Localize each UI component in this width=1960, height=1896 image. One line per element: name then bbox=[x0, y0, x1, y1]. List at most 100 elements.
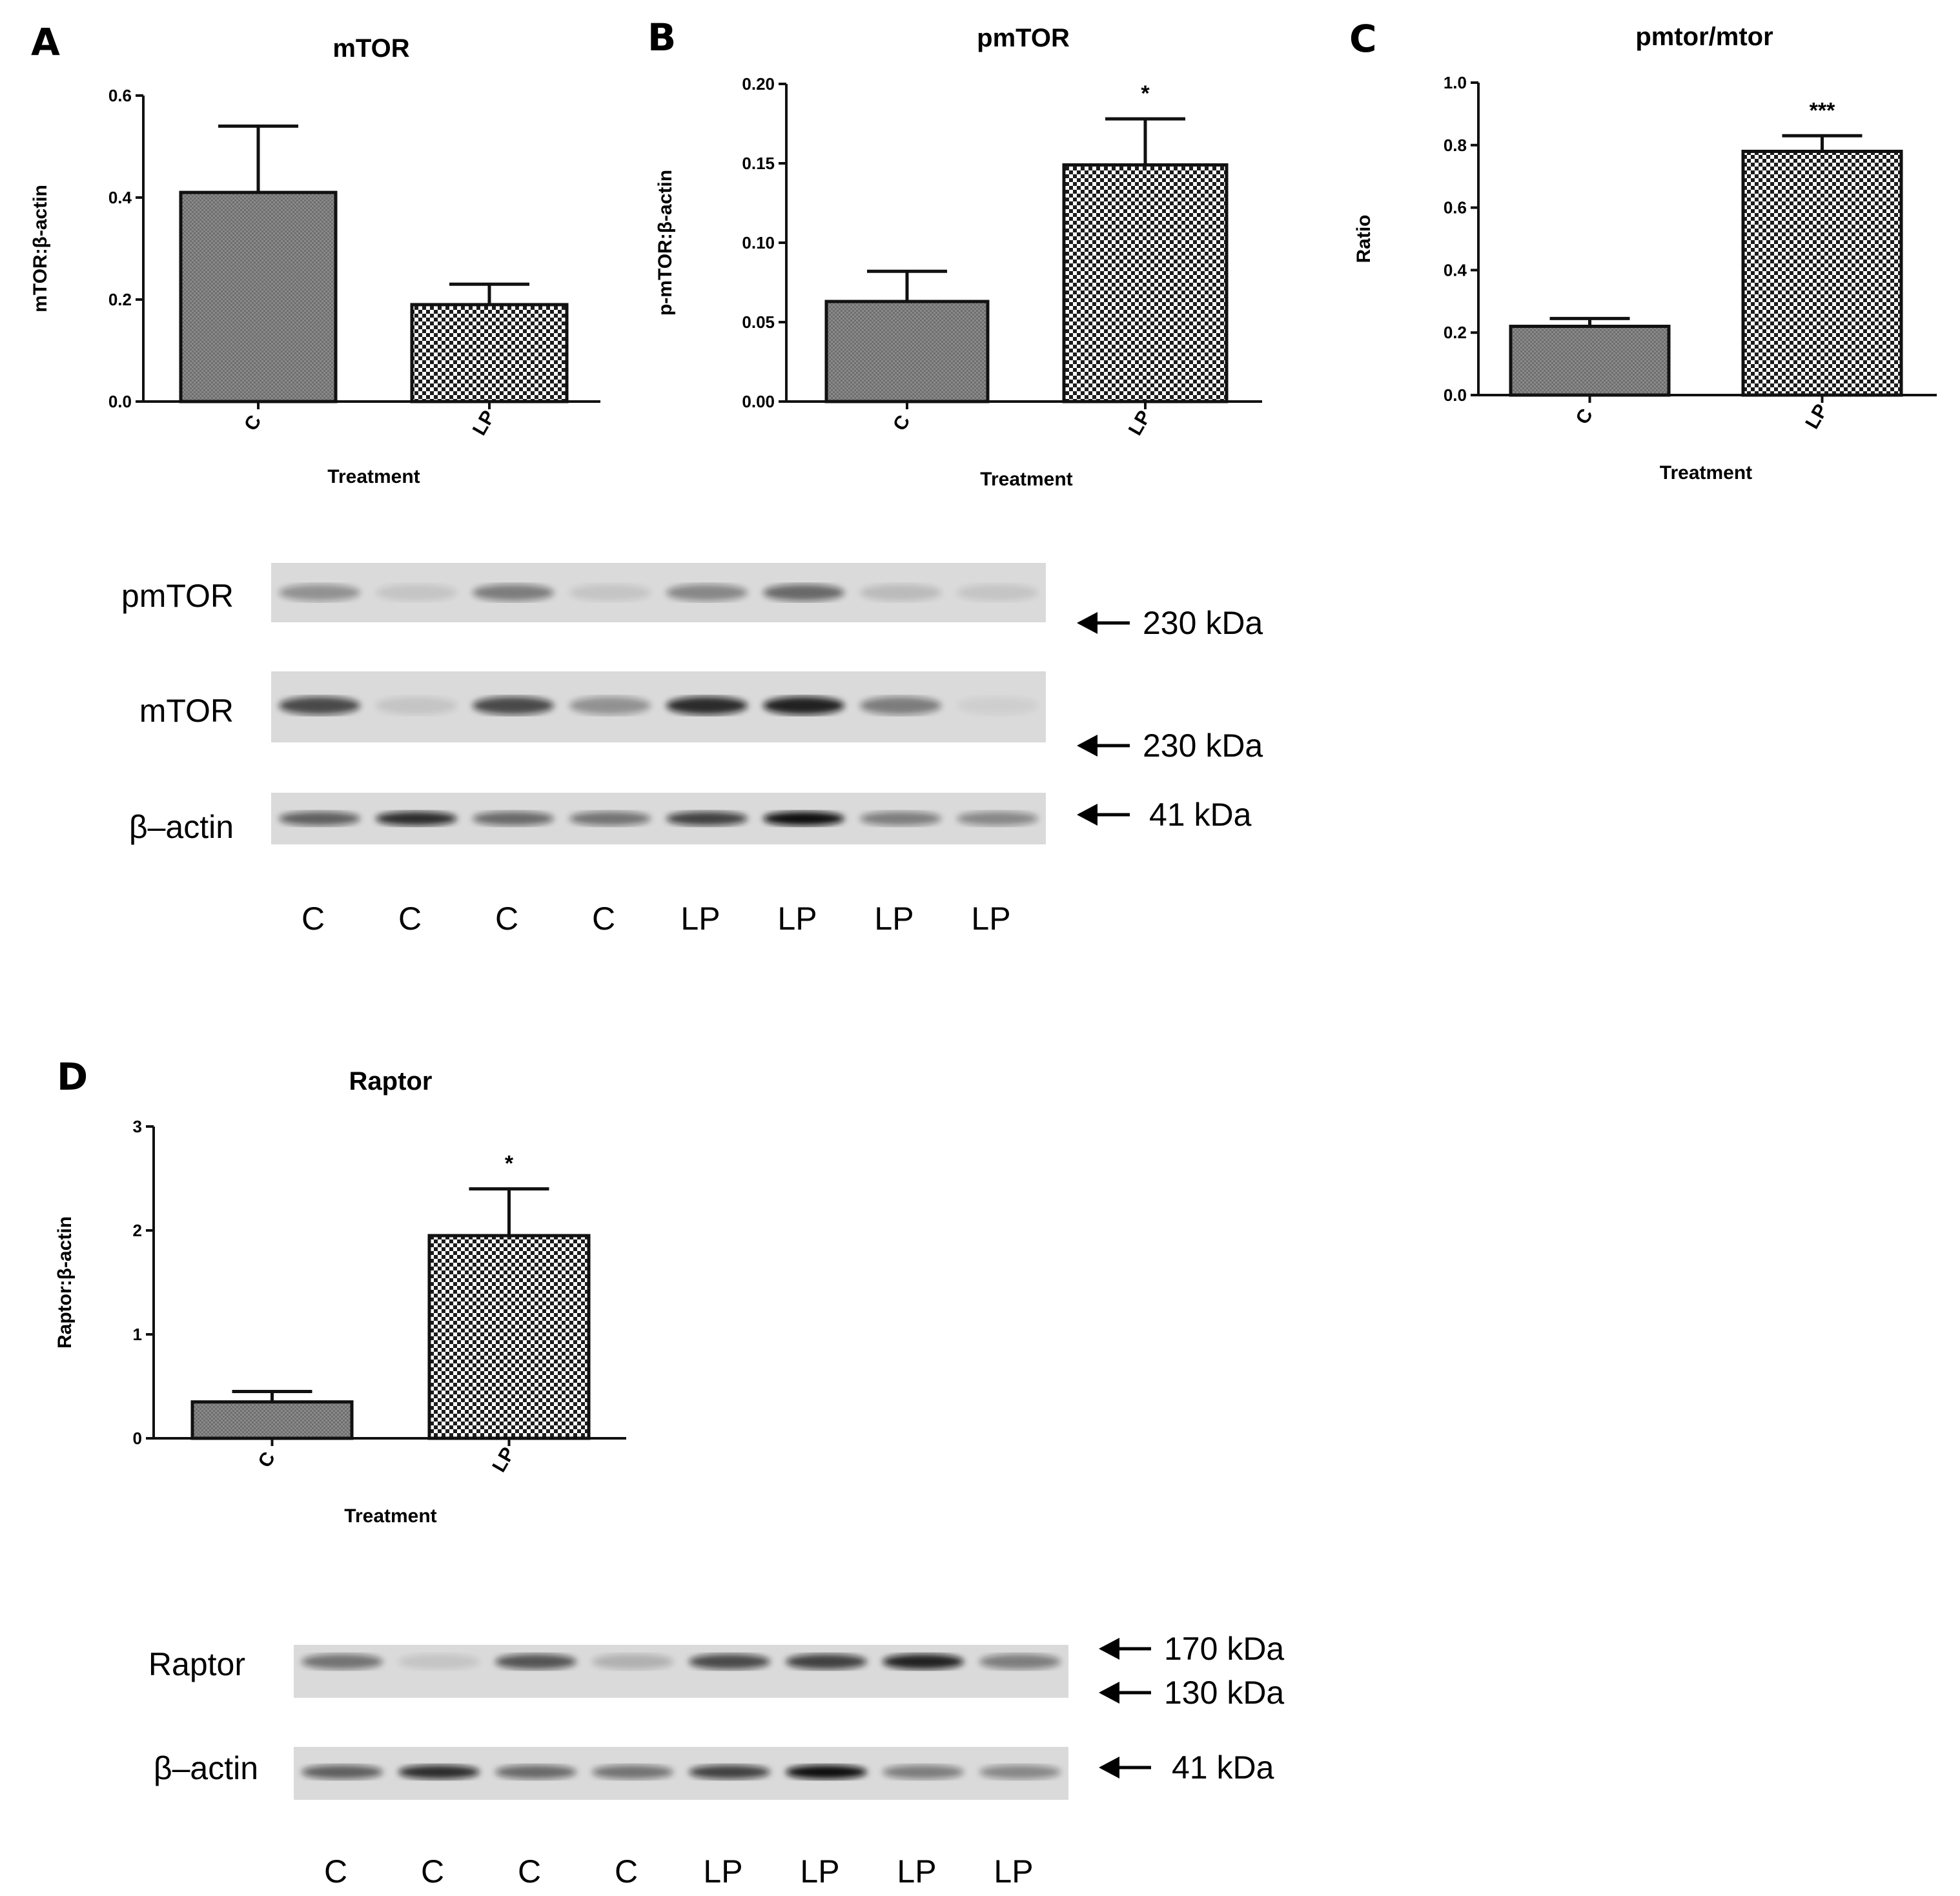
lane-label: LP bbox=[874, 901, 914, 937]
chart-title-d: Raptor bbox=[349, 1067, 433, 1096]
lane-label: C bbox=[592, 901, 615, 937]
kda-label-beta-actin-top: 41 kDa bbox=[1149, 797, 1252, 833]
category-label-c: LP bbox=[1801, 400, 1832, 433]
blot-label-pmtor: pmTOR bbox=[121, 578, 234, 614]
arrowhead-icon bbox=[1099, 1757, 1119, 1779]
y-tick-label-d: 2 bbox=[133, 1221, 142, 1240]
arrowhead-icon bbox=[1077, 804, 1097, 826]
y-tick-label-c: 0.8 bbox=[1444, 136, 1467, 155]
band-bottom-1-lane-1 bbox=[301, 1765, 383, 1779]
lane-label: C bbox=[518, 1853, 541, 1890]
lane-label: C bbox=[495, 901, 518, 937]
band-bottom-1-lane-5 bbox=[689, 1765, 770, 1779]
category-label-a: LP bbox=[469, 407, 500, 439]
blot-strip-raptor bbox=[294, 1645, 1068, 1698]
y-tick-label-b: 0.05 bbox=[742, 312, 775, 332]
significance-marker-c: *** bbox=[1810, 98, 1835, 123]
y-tick-label-c: 0.0 bbox=[1444, 385, 1467, 405]
category-label-d: C bbox=[254, 1449, 280, 1471]
y-tick-label-b: 0.10 bbox=[742, 233, 775, 252]
lane-label: C bbox=[398, 901, 422, 937]
y-tick-label-a: 0.0 bbox=[108, 392, 132, 411]
arrowhead-icon bbox=[1077, 735, 1097, 757]
x-axis-label-b: Treatment bbox=[980, 469, 1072, 490]
lane-label: LP bbox=[800, 1853, 839, 1890]
lane-label: LP bbox=[680, 901, 720, 937]
panel-letter-a: A bbox=[31, 20, 60, 64]
panel-letter-c: C bbox=[1349, 17, 1377, 61]
panel-b: B pmTOR 0.00 0.05 0.10 0.15 0.20 p-mTOR:β-act… bbox=[648, 15, 1262, 490]
blot-label-beta-actin-bottom: β–actin bbox=[154, 1750, 258, 1786]
band-top-1-lane-4 bbox=[569, 697, 651, 715]
category-label-b: C bbox=[889, 412, 914, 434]
chart-title-a: mTOR bbox=[332, 34, 409, 63]
bar-chart-d: 0 1 2 3 Raptor:β-actin C LP * Treatment bbox=[54, 1117, 626, 1527]
significance-marker-b: * bbox=[1141, 81, 1150, 106]
y-tick-label-c: 0.2 bbox=[1444, 323, 1467, 342]
band-top-2-lane-6 bbox=[763, 811, 844, 826]
panel-letter-b: B bbox=[648, 15, 676, 59]
band-bottom-0-lane-2 bbox=[398, 1654, 480, 1669]
band-bottom-0-lane-8 bbox=[979, 1654, 1061, 1669]
arrowhead-icon bbox=[1099, 1682, 1119, 1704]
blot-label-raptor: Raptor bbox=[148, 1646, 245, 1682]
bar-chart-a: 0.0 0.2 0.4 0.6 mTOR:β-actin C LP Treatment bbox=[30, 86, 600, 487]
kda-label-pmtor: 230 kDa bbox=[1143, 605, 1263, 641]
band-top-2-lane-4 bbox=[569, 811, 651, 826]
y-axis-label-d: Raptor:β-actin bbox=[54, 1216, 76, 1349]
kda-label-raptor-170: 170 kDa bbox=[1164, 1631, 1284, 1667]
blot-background bbox=[294, 1645, 1068, 1698]
band-top-0-lane-2 bbox=[376, 584, 457, 601]
lane-label: C bbox=[615, 1853, 638, 1890]
band-bottom-1-lane-8 bbox=[979, 1765, 1061, 1779]
y-axis-label-c: Ratio bbox=[1353, 215, 1374, 263]
band-top-1-lane-1 bbox=[279, 697, 360, 715]
band-top-0-lane-1 bbox=[279, 584, 360, 601]
band-top-0-lane-7 bbox=[860, 584, 941, 601]
y-tick-label-a: 0.4 bbox=[108, 188, 132, 207]
category-label-c: C bbox=[1572, 405, 1597, 428]
bar-d-lp bbox=[429, 1236, 589, 1438]
western-blot-bottom: Raptor β–actin 170 kDa 130 kDa 41 kDa C C… bbox=[148, 1631, 1285, 1890]
marker-pmtor: 230 kDa bbox=[1077, 605, 1263, 641]
band-top-0-lane-3 bbox=[473, 584, 554, 601]
lane-labels-top: C C C C LP LP LP LP bbox=[301, 901, 1011, 937]
x-axis-label-c: Treatment bbox=[1660, 462, 1752, 484]
panel-a: A mTOR 0.0 0.2 0.4 0.6 mTOR:β-actin C LP Treatm… bbox=[30, 20, 600, 487]
chart-title-c: pmtor/mtor bbox=[1635, 23, 1773, 51]
y-tick-label-c: 0.4 bbox=[1444, 260, 1467, 280]
marker-beta-actin-top: 41 kDa bbox=[1077, 797, 1252, 833]
bar-chart-b: 0.00 0.05 0.10 0.15 0.20 p-mTOR:β-actin C LP * Tr… bbox=[655, 74, 1262, 490]
y-axis-label-b: p-mTOR:β-actin bbox=[655, 170, 676, 316]
y-tick-label-a: 0.2 bbox=[108, 290, 132, 309]
western-blot-top: pmTOR mTOR β–actin 230 kDa 230 kDa 41 kD… bbox=[121, 563, 1263, 937]
marker-mtor: 230 kDa bbox=[1077, 728, 1263, 764]
y-tick-label-c: 1.0 bbox=[1444, 73, 1467, 92]
y-tick-label-d: 1 bbox=[133, 1325, 142, 1344]
band-bottom-0-lane-3 bbox=[495, 1654, 577, 1669]
bar-b-c bbox=[826, 301, 988, 402]
bar-a-c bbox=[181, 192, 336, 402]
kda-label-raptor-130: 130 kDa bbox=[1164, 1675, 1284, 1711]
band-bottom-1-lane-7 bbox=[883, 1765, 964, 1779]
band-bottom-0-lane-1 bbox=[301, 1654, 383, 1669]
y-tick-label-b: 0.20 bbox=[742, 74, 775, 94]
kda-label-mtor: 230 kDa bbox=[1143, 728, 1263, 764]
kda-label-beta-actin-bottom: 41 kDa bbox=[1172, 1749, 1274, 1786]
lane-labels-bottom: C C C C LP LP LP LP bbox=[324, 1853, 1034, 1890]
band-top-1-lane-8 bbox=[957, 697, 1038, 715]
category-label-b: LP bbox=[1125, 407, 1156, 439]
bar-d-c bbox=[192, 1402, 352, 1438]
blot-strip-beta-actin-bottom bbox=[294, 1747, 1068, 1800]
lane-label: LP bbox=[897, 1853, 936, 1890]
lane-label: LP bbox=[994, 1853, 1033, 1890]
blot-strip-mtor bbox=[271, 671, 1046, 742]
band-bottom-1-lane-3 bbox=[495, 1765, 577, 1779]
figure: A mTOR 0.00.20.40.6mTOR:β-actinC LPTreatm… bbox=[0, 0, 1960, 1896]
lane-label: LP bbox=[777, 901, 817, 937]
lane-label: C bbox=[301, 901, 325, 937]
y-tick-label-d: 3 bbox=[133, 1117, 142, 1136]
band-top-0-lane-8 bbox=[957, 584, 1038, 601]
chart-title-b: pmTOR bbox=[977, 24, 1070, 52]
band-bottom-1-lane-6 bbox=[786, 1765, 867, 1779]
